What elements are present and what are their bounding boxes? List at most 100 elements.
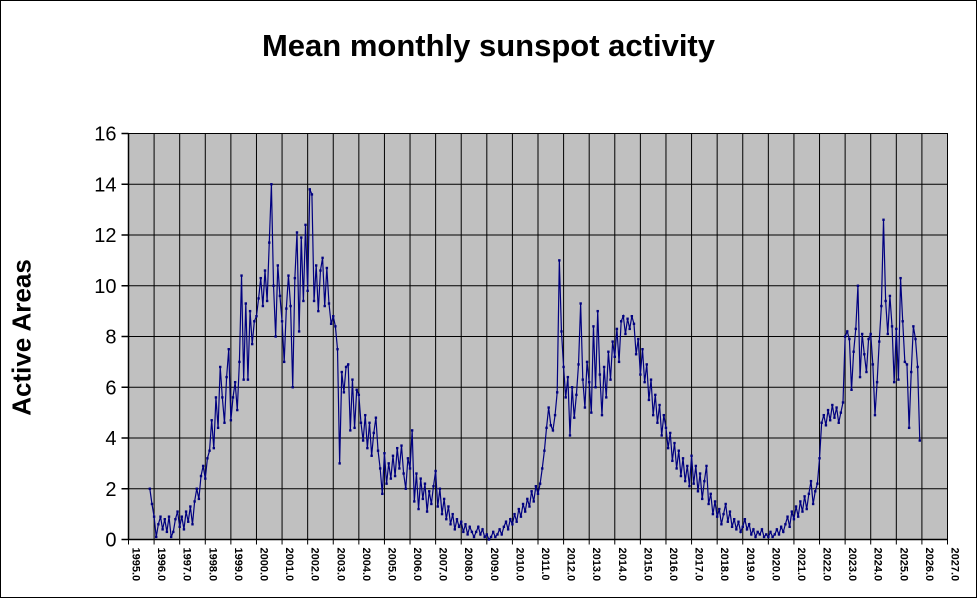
data-point-marker [619, 320, 623, 323]
data-point-marker [594, 386, 597, 389]
data-point-marker [233, 380, 237, 384]
data-point-marker [174, 518, 177, 521]
data-point-marker [289, 304, 292, 308]
data-point-marker [353, 426, 356, 430]
data-point-marker [206, 457, 209, 460]
y-tick-label: 8 [105, 327, 116, 349]
data-point-marker [575, 393, 578, 397]
data-point-marker [344, 365, 348, 369]
data-point-marker [698, 472, 702, 475]
data-point-marker [187, 520, 190, 523]
y-tick-label: 12 [94, 225, 116, 247]
data-point-marker [440, 512, 444, 516]
data-point-marker [483, 535, 486, 539]
data-point-marker [737, 520, 740, 523]
data-line [149, 184, 921, 541]
data-point-marker [858, 375, 862, 379]
data-point-marker [553, 413, 557, 417]
data-point-marker [558, 259, 561, 262]
data-point-marker [182, 528, 186, 531]
data-point-marker [485, 533, 489, 536]
data-point-marker [381, 492, 384, 496]
data-point-marker [686, 464, 689, 468]
data-point-marker [163, 518, 166, 521]
data-point-marker [564, 396, 567, 399]
data-point-marker [767, 535, 770, 539]
data-point-marker [818, 457, 821, 460]
x-tick-label: 2007.0 [437, 548, 449, 582]
x-tick-label: 2010.0 [513, 548, 525, 582]
data-point-marker [916, 365, 919, 369]
data-point-marker [436, 505, 439, 508]
data-point-marker [396, 446, 399, 450]
data-point-marker [498, 528, 501, 531]
data-point-marker [259, 276, 262, 280]
data-point-marker [735, 528, 738, 531]
data-point-marker [777, 533, 781, 536]
data-point-marker [364, 413, 367, 417]
data-point-marker [592, 325, 595, 328]
data-point-marker [873, 413, 877, 417]
data-point-marker [150, 502, 154, 506]
data-point-marker [811, 502, 815, 506]
data-point-marker [293, 276, 297, 280]
data-point-marker [835, 406, 838, 409]
data-point-marker [310, 193, 314, 196]
data-point-marker [854, 327, 857, 331]
data-point-marker [852, 350, 855, 353]
data-point-marker [489, 535, 493, 539]
data-point-marker [743, 518, 747, 521]
x-tick-label: 2004.0 [360, 548, 372, 582]
data-point-marker [843, 335, 847, 338]
data-point-marker [280, 320, 284, 323]
data-point-marker [430, 502, 433, 506]
data-point-marker [701, 497, 704, 501]
data-point-marker [515, 520, 518, 523]
data-point-marker [212, 446, 216, 450]
data-point-marker [506, 528, 510, 531]
data-point-marker [167, 515, 171, 518]
x-tick-label: 1999.0 [232, 548, 244, 582]
data-point-marker [374, 416, 378, 419]
data-point-marker [681, 457, 685, 460]
x-tick-label: 2003.0 [334, 548, 346, 582]
data-point-marker [570, 386, 574, 389]
data-point-marker [660, 434, 663, 437]
x-tick-label: 2023.0 [846, 548, 858, 582]
data-point-marker [370, 454, 373, 457]
data-point-marker [662, 413, 666, 417]
data-point-marker [332, 315, 335, 318]
data-point-marker [314, 264, 318, 267]
data-point-marker [831, 403, 834, 407]
data-point-marker [547, 406, 550, 409]
data-point-marker [169, 535, 173, 539]
data-point-marker [481, 528, 484, 531]
data-point-marker [451, 512, 454, 516]
data-point-marker [814, 490, 817, 493]
data-point-marker [536, 492, 540, 496]
x-tick-label: 2027.0 [949, 548, 961, 582]
data-point-marker [709, 492, 712, 496]
data-point-marker [155, 535, 158, 539]
data-point-marker [869, 332, 872, 336]
data-point-marker [398, 467, 401, 470]
data-point-marker [355, 388, 358, 391]
data-point-marker [157, 523, 160, 526]
data-point-marker [204, 477, 207, 480]
data-point-marker [287, 274, 290, 277]
data-point-marker [357, 393, 361, 397]
data-point-marker [387, 462, 390, 465]
data-point-marker [816, 482, 819, 485]
data-point-marker [389, 477, 393, 480]
y-tick-label: 10 [94, 276, 116, 298]
data-point-marker [438, 487, 442, 490]
data-point-marker [782, 530, 785, 534]
data-point-marker [408, 467, 412, 470]
data-point-marker [432, 485, 435, 488]
x-tick-label: 2016.0 [667, 548, 679, 582]
data-point-marker [251, 342, 254, 346]
data-point-marker [598, 373, 602, 376]
data-point-marker [683, 479, 687, 483]
data-point-marker [690, 454, 693, 457]
data-point-marker [263, 269, 267, 272]
